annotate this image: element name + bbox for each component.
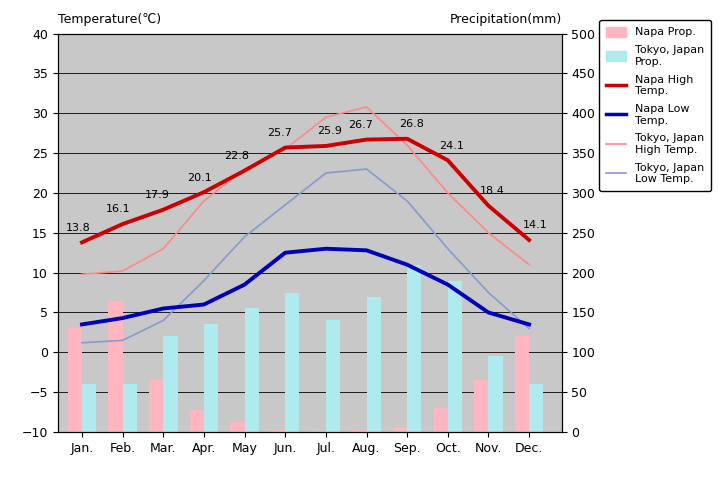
Text: Temperature(℃): Temperature(℃) [58,12,161,25]
Text: 22.8: 22.8 [224,151,249,161]
Bar [515,336,529,432]
Bar [204,324,218,432]
Text: 26.8: 26.8 [399,119,423,129]
Text: 13.8: 13.8 [66,223,90,233]
Text: 17.9: 17.9 [145,190,170,200]
Bar [271,430,285,432]
Bar [285,292,300,432]
Text: 18.4: 18.4 [480,186,505,196]
Bar [189,410,204,432]
Bar [474,380,488,432]
Text: 20.1: 20.1 [187,173,212,182]
Text: Precipitation(mm): Precipitation(mm) [449,12,562,25]
Bar [393,427,407,432]
Text: 25.9: 25.9 [318,126,343,136]
Bar [488,356,503,432]
Text: 24.1: 24.1 [439,141,464,151]
Text: 25.7: 25.7 [266,128,292,138]
Bar [230,421,245,432]
Bar [149,380,163,432]
Text: 16.1: 16.1 [107,204,131,215]
Bar [163,336,178,432]
Bar [312,431,326,432]
Legend: Napa Prop., Tokyo, Japan
Prop., Napa High
Temp., Napa Low
Temp., Tokyo, Japan
Hi: Napa Prop., Tokyo, Japan Prop., Napa Hig… [599,20,711,191]
Bar [366,297,381,432]
Bar [448,281,462,432]
Text: 14.1: 14.1 [523,220,547,230]
Bar [529,384,544,432]
Bar [433,408,448,432]
Bar [122,384,137,432]
Text: 26.7: 26.7 [348,120,373,130]
Bar [109,300,122,432]
Bar [82,384,96,432]
Bar [352,431,366,432]
Bar [326,321,340,432]
Bar [407,264,421,432]
Bar [68,328,82,432]
Bar [245,309,258,432]
